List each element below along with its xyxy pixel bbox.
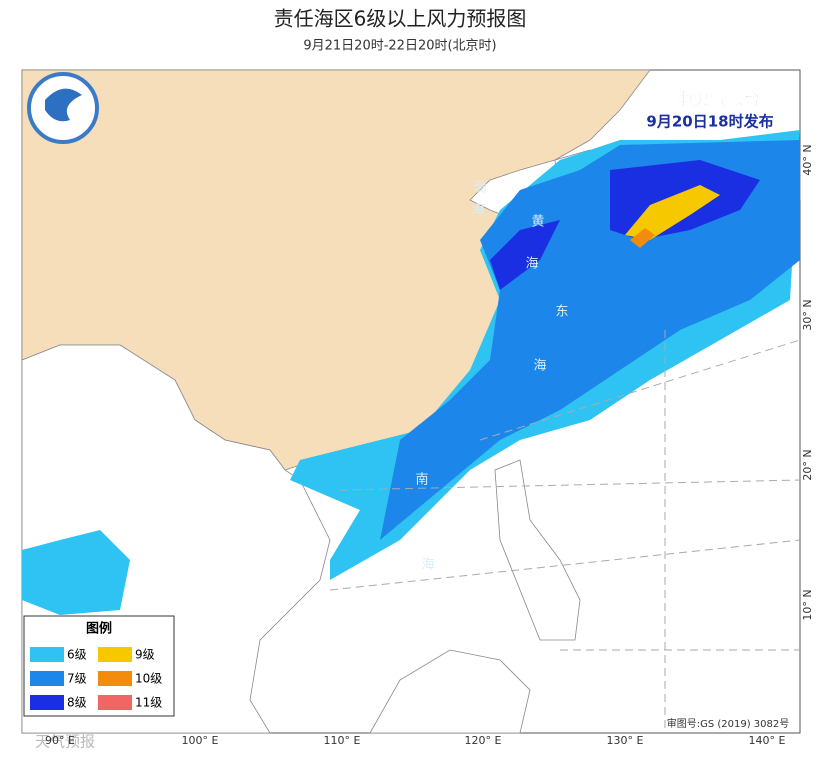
legend-swatch: [98, 647, 132, 662]
legend-label: 9级: [135, 648, 155, 662]
latitude-label: 10° N: [801, 589, 814, 620]
land-borneo: [369, 649, 531, 734]
legend-swatch: [30, 671, 64, 686]
sea-label: 南: [415, 472, 428, 488]
logo: [27, 72, 99, 144]
watermark: 天气预报: [35, 733, 95, 751]
longitude-label: 130° E: [607, 734, 644, 747]
boundary: [329, 539, 801, 591]
sea-label: 海: [525, 257, 538, 272]
longitude-label: 110° E: [324, 734, 361, 747]
subtitle: 9月21日20时-22日20时(北京时): [303, 39, 496, 54]
legend-swatch: [98, 671, 132, 686]
latitude-label: 40° N: [801, 144, 814, 175]
longitude-label: 120° E: [465, 734, 502, 747]
wind-9: [625, 185, 720, 240]
wind-7: [380, 140, 800, 540]
boundary: [339, 479, 801, 491]
sea-label: 黄: [531, 215, 544, 230]
land-philippines: [494, 459, 581, 641]
longitude-label: 100° E: [182, 734, 219, 747]
sea-label: 海: [421, 558, 434, 573]
title: 责任海区6级以上风力预报图: [274, 7, 527, 31]
issuer-name: 中央气象台: [676, 89, 761, 110]
legend-label: 10级: [135, 672, 162, 686]
boundary: [479, 339, 801, 441]
map-area: [21, 69, 801, 734]
logo-mark: [45, 88, 82, 122]
issue-time: 9月20日18时发布: [646, 113, 773, 131]
wind-8-b: [490, 220, 560, 290]
legend-label: 7级: [67, 672, 87, 686]
wind-6-west: [22, 530, 130, 615]
sea-label: 海: [533, 359, 546, 374]
latitude-label: 20° N: [801, 449, 814, 480]
legend-title: 图例: [86, 621, 112, 637]
sea-label: 东: [555, 305, 568, 320]
legend-label: 6级: [67, 648, 87, 662]
sea-boundaries: [329, 330, 801, 733]
legend-label: 11级: [135, 696, 162, 710]
legend: 图例 6级 9级 7级 10级 8级 11级: [23, 615, 175, 717]
longitude-label: 90° E: [45, 734, 75, 747]
legend-swatch: [30, 647, 64, 662]
sea-label: 海: [471, 203, 484, 218]
longitude-label: 140° E: [749, 734, 786, 747]
latitude-label: 30° N: [801, 299, 814, 330]
legend-label: 8级: [67, 696, 87, 710]
sea-label: 渤: [473, 180, 486, 196]
legend-swatch: [98, 695, 132, 710]
wind-10: [630, 228, 655, 248]
review-number: 审图号:GS (2019) 3082号: [667, 717, 790, 730]
legend-swatch: [30, 695, 64, 710]
